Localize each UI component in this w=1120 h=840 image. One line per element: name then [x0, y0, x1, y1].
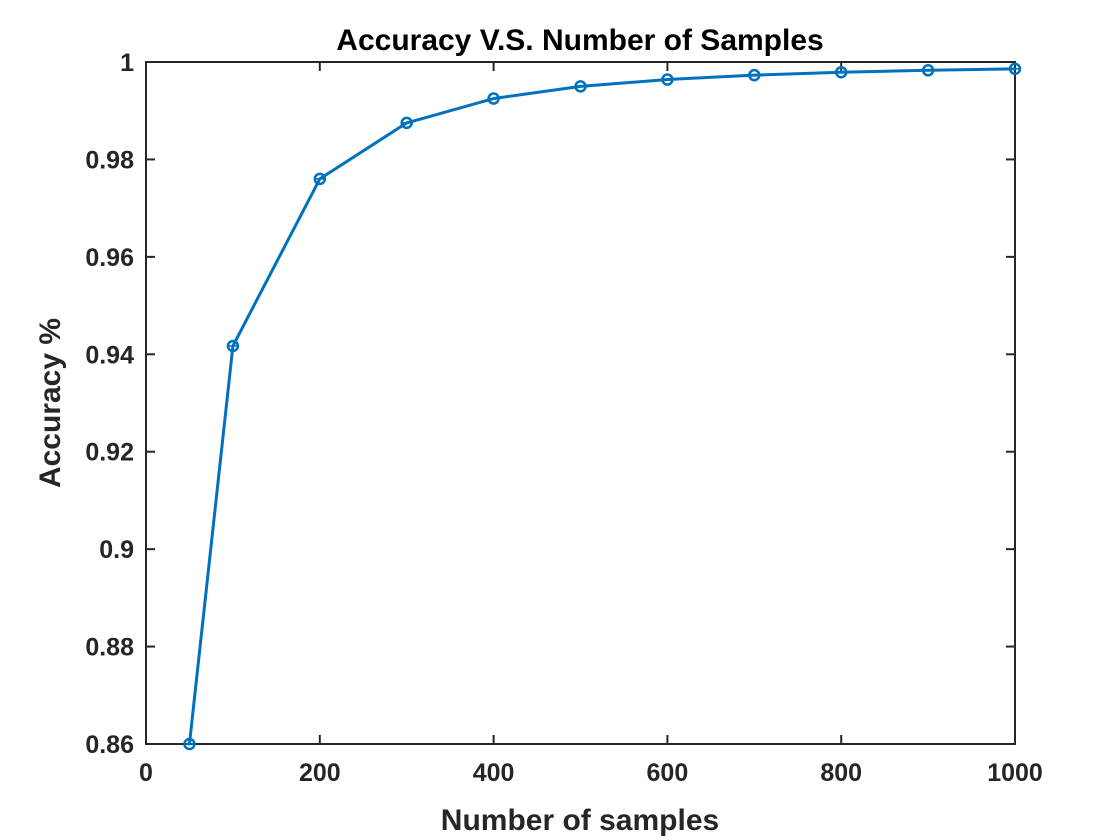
- y-tick-label: 0.88: [85, 634, 134, 662]
- y-tick-label: 1: [120, 49, 134, 77]
- y-tick-label: 0.96: [85, 244, 134, 272]
- x-tick-label: 600: [647, 759, 689, 787]
- y-tick-label: 0.9: [99, 536, 134, 564]
- axes-box: [145, 61, 1016, 745]
- x-tick-label: 800: [820, 759, 862, 787]
- y-tick-label: 0.86: [85, 731, 134, 759]
- series-group: [183, 62, 1022, 751]
- y-tick-label: 0.94: [85, 341, 134, 369]
- x-axis-label: Number of samples: [441, 804, 719, 837]
- x-axis-ticks: 0 200 400 600 800 1000: [139, 62, 1043, 787]
- y-axis-ticks: 0.86 0.88 0.9 0.92 0.94 0.96 0.98 1: [85, 49, 1015, 759]
- x-tick-label: 1000: [987, 759, 1043, 787]
- y-tick-label: 0.98: [85, 146, 134, 174]
- x-tick-label: 0: [139, 759, 153, 787]
- y-axis-label: Accuracy %: [34, 318, 67, 488]
- y-tick-label: 0.92: [85, 439, 134, 467]
- x-tick-label: 400: [473, 759, 515, 787]
- plot-axes: 0 200 400 600 800 1000 0.86 0.88 0.9 0.92 0.94 0.9…: [85, 49, 1042, 787]
- chart-title: Accuracy V.S. Number of Samples: [336, 24, 823, 57]
- x-tick-label: 200: [299, 759, 341, 787]
